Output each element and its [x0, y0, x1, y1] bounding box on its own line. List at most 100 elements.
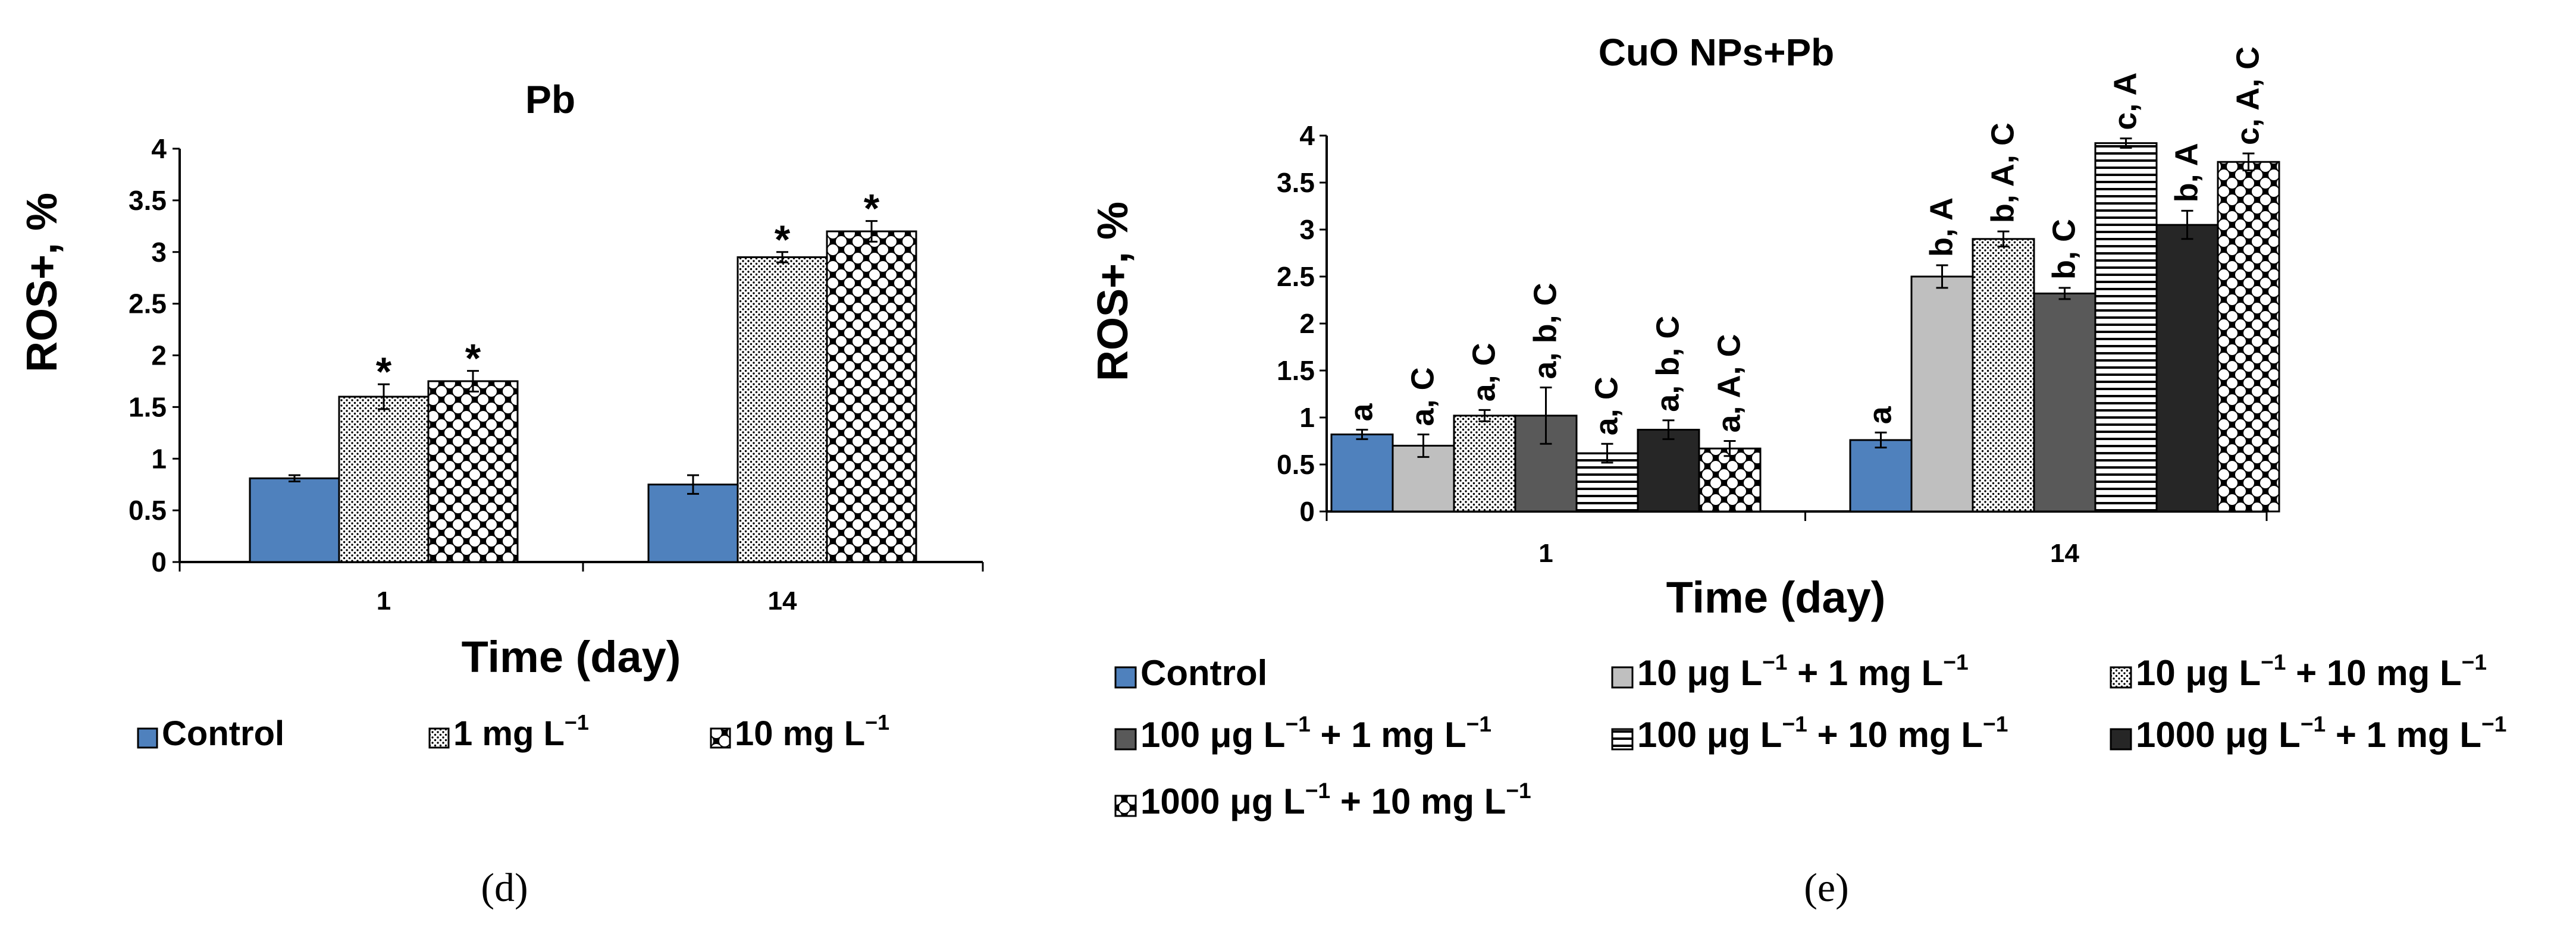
legend-superscript: −1	[865, 710, 889, 734]
y-tick-label: 0.5	[129, 495, 167, 526]
legend-swatch	[1114, 795, 1137, 817]
significance-label: b, C	[2047, 219, 2082, 280]
significance-label: a, C	[1466, 343, 1502, 401]
legend-name: 10 μg L	[1637, 653, 1762, 693]
chart-title-d: Pb	[525, 77, 575, 121]
legend-superscript: −1	[1762, 649, 1787, 674]
y-tick-label: 4	[1299, 120, 1315, 151]
bar-group-d: * * * *	[249, 186, 917, 563]
y-tick-label: 3	[1299, 214, 1315, 245]
legend-entry-label: 10 mg L−1	[735, 710, 889, 753]
legend-superscript: −1	[565, 710, 589, 734]
legend-superscript: −1	[1943, 649, 1968, 674]
legend-name: 1000 μg L	[2136, 715, 2301, 755]
legend-name: 10 mg L	[735, 714, 865, 753]
legend-name: 1000 μg L	[1140, 781, 1305, 821]
significance-label: c, A, C	[2230, 46, 2266, 145]
y-tick-label: 4	[151, 133, 167, 164]
bar-e-s4-c1	[2094, 142, 2158, 513]
significance-label: c, A	[2108, 73, 2143, 130]
significance-label: b, A	[1924, 197, 1960, 257]
y-ticks-d: 0 0.5 1 1.5 2 2.5 3 3.5 4	[129, 133, 180, 577]
legend-superscript: −1	[1305, 778, 1330, 803]
y-tick-label: 1	[1299, 402, 1315, 433]
chart-panel-d: Pb ROS+, % 0 0.5 1 1.5 2 2.5 3 3.5 4 * * * * 1 14 Ti…	[18, 77, 984, 910]
legend-entry-label: Control	[1140, 653, 1267, 693]
legend-entry-label: 1 mg L−1	[453, 710, 589, 753]
bar-d-s0-c1	[647, 484, 739, 563]
significance-label: a, b, C	[1528, 282, 1563, 379]
legend-name: Control	[1140, 653, 1267, 693]
y-axis-label-e: ROS+, %	[1089, 202, 1137, 381]
significance-label: b, A	[2169, 143, 2205, 202]
significance-label: a, b, C	[1650, 316, 1686, 412]
legend-d: Control 1 mg L−1 10 mg L−1	[137, 710, 889, 753]
bar-e-s6-c1	[2217, 161, 2280, 513]
legend-name: 100 μg L	[1637, 715, 1782, 755]
legend-mid: + 10 mg L	[1807, 715, 1983, 755]
bar-e-s0-c0	[1330, 433, 1394, 513]
legend-name: Control	[162, 714, 284, 753]
legend-swatch	[428, 727, 450, 749]
x-ticks-e: 1 14	[1325, 511, 2268, 568]
legend-swatch	[137, 727, 158, 749]
legend-entry-label: 10 μg L−1 + 10 mg L−1	[2136, 649, 2487, 693]
bar-e-s5-c1	[2155, 224, 2219, 513]
legend-mid: + 1 mg L	[1788, 653, 1944, 693]
bar-e-s5-c0	[1637, 429, 1700, 513]
legend-swatch	[1611, 728, 1634, 751]
legend-swatch	[1114, 728, 1137, 751]
legend-entry-label: 10 μg L−1 + 1 mg L−1	[1637, 649, 1969, 693]
bar-d-s2-c0	[427, 380, 519, 563]
significance-label: b, A, C	[1985, 123, 2021, 223]
legend-superscript: −1	[1466, 711, 1491, 736]
legend-swatch	[2110, 666, 2132, 689]
bar-group-e: a a a, C b, A a, C b, A, C a, b, C b, C a, C c, A…	[1330, 46, 2280, 513]
x-axis-label-d: Time (day)	[462, 632, 681, 682]
x-tick-label: 1	[1538, 539, 1553, 568]
significance-label: a, C	[1405, 367, 1441, 426]
legend-entry-label: Control	[162, 714, 284, 753]
legend-entry-label: 100 μg L−1 + 1 mg L−1	[1140, 711, 1491, 755]
legend-superscript: −1	[2261, 649, 2286, 674]
significance-label: *	[864, 186, 880, 231]
legend-superscript: −1	[1983, 711, 2008, 736]
y-tick-label: 0	[151, 547, 167, 577]
legend-swatch	[1114, 666, 1137, 689]
legend-superscript: −1	[1782, 711, 1807, 736]
legend-superscript: −1	[2301, 711, 2326, 736]
panel-label-d: (d)	[481, 865, 528, 910]
y-tick-label: 2	[151, 340, 167, 371]
significance-label: a	[1344, 403, 1380, 422]
bar-e-s0-c1	[1849, 439, 1913, 513]
bar-d-s1-c0	[338, 395, 430, 563]
legend-mid: + 10 mg L	[2286, 653, 2462, 693]
y-tick-label: 0	[1299, 496, 1315, 527]
panel-label-e: (e)	[1804, 865, 1848, 910]
legend-mid: + 10 mg L	[1330, 781, 1506, 821]
y-tick-label: 2.5	[129, 288, 167, 319]
x-axis-label-e: Time (day)	[1666, 573, 1886, 622]
legend-name: 1 mg L	[453, 714, 565, 753]
legend-entry-label: 100 μg L−1 + 10 mg L−1	[1637, 711, 2008, 755]
bar-e-s2-c0	[1453, 415, 1516, 513]
bar-e-s6-c0	[1698, 447, 1762, 513]
bar-d-s0-c0	[249, 477, 340, 563]
y-tick-label: 1.5	[1277, 355, 1315, 386]
significance-label: *	[376, 349, 392, 394]
y-tick-label: 1	[151, 443, 167, 474]
chart-panel-e: CuO NPs+Pb ROS+, % 00.511.522.533.54 a aa…	[1089, 31, 2506, 910]
significance-label: *	[465, 336, 481, 381]
bar-d-s1-c1	[737, 256, 828, 563]
x-ticks-d: 1 14	[178, 562, 984, 616]
legend-entry-label: 1000 μg L−1 + 1 mg L−1	[2136, 711, 2506, 755]
legend-mid: + 1 mg L	[2326, 715, 2481, 755]
significance-label: a, C	[1589, 376, 1625, 435]
bar-d-s2-c1	[826, 230, 917, 563]
legend-superscript: −1	[1506, 778, 1531, 803]
y-tick-label: 2.5	[1277, 261, 1315, 292]
legend-swatch	[1611, 666, 1634, 689]
y-tick-label: 3.5	[1277, 167, 1315, 198]
y-tick-label: 0.5	[1277, 449, 1315, 480]
